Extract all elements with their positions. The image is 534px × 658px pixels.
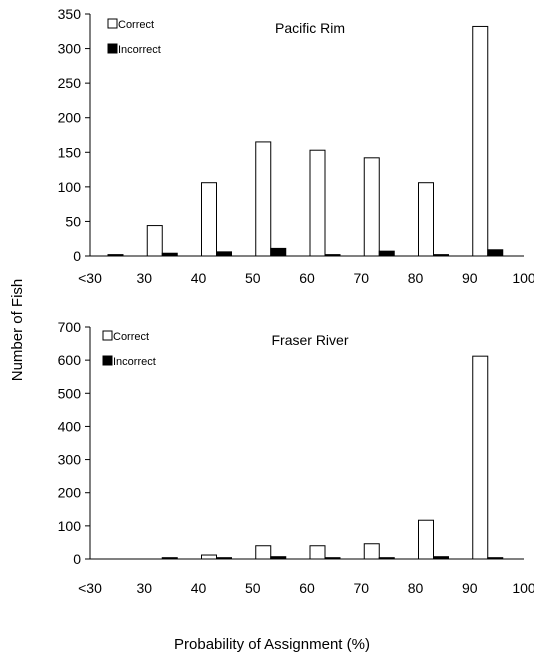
- bar-correct-70: [363, 157, 380, 257]
- y-tick-label: 0: [73, 551, 81, 567]
- bar-correct-70: [363, 543, 380, 560]
- y-tick-label: 100: [58, 518, 82, 534]
- bar-correct-60: [309, 545, 326, 560]
- x-tick-label: 80: [408, 580, 424, 596]
- x-tick-label: 70: [353, 270, 369, 286]
- legend-swatch-incorrect: [107, 43, 118, 54]
- bar-incorrect-90: [487, 249, 504, 257]
- bar-incorrect-30: [161, 557, 178, 560]
- y-tick-label: 0: [73, 248, 81, 264]
- x-tick-label: 60: [299, 270, 315, 286]
- y-tick-label: 200: [58, 110, 82, 126]
- y-tick-label: 600: [58, 352, 82, 368]
- bar-incorrect-40: [216, 251, 232, 257]
- x-tick-label: 100: [512, 580, 534, 596]
- bar-correct-60: [309, 149, 326, 257]
- chart-title: Pacific Rim: [275, 20, 345, 36]
- legend-label-incorrect: Incorrect: [113, 356, 156, 368]
- x-tick-label: <30: [78, 270, 102, 286]
- x-tick-label: 70: [353, 580, 369, 596]
- bar-correct-40: [201, 554, 217, 560]
- y-tick-label: 150: [58, 144, 82, 160]
- bar-incorrect-70: [378, 250, 395, 257]
- x-tick-label: 90: [462, 270, 478, 286]
- bar-incorrect-50: [270, 247, 287, 257]
- x-tick-label: 30: [136, 580, 152, 596]
- legend-swatch-incorrect: [102, 355, 113, 366]
- bar-incorrect-80: [433, 556, 449, 560]
- chart-pacific-rim: 0 50 100 150 200 250 300 350 <30 30 40 50 60 70 80 90 10…: [58, 6, 534, 286]
- y-tick-label: 250: [58, 75, 82, 91]
- x-tick-label: 60: [299, 580, 315, 596]
- y-tick-label: 500: [58, 385, 82, 401]
- y-tick-label: 300: [58, 452, 82, 468]
- y-tick-label: 100: [58, 179, 82, 195]
- x-tick-label: 100: [512, 270, 534, 286]
- bar-correct-80: [418, 519, 434, 560]
- legend-label-correct: Correct: [113, 331, 149, 343]
- bar-incorrect-50: [270, 556, 287, 560]
- bar-correct-40: [201, 182, 217, 257]
- bar-incorrect-60: [324, 557, 341, 560]
- bar-incorrect-80: [433, 254, 449, 257]
- bar-correct-90: [472, 25, 489, 257]
- x-tick-label: 40: [191, 270, 207, 286]
- bar-incorrect-90: [487, 557, 504, 560]
- chart-title: Fraser River: [271, 332, 348, 348]
- bar-incorrect-60: [324, 254, 341, 257]
- x-tick-label: 30: [136, 270, 152, 286]
- bar-correct-30: [146, 225, 163, 257]
- y-tick-label: 200: [58, 485, 82, 501]
- x-tick-label: <30: [78, 580, 102, 596]
- bar-incorrect-70: [378, 557, 395, 560]
- chart-fraser-river: 0 100 200 300 400 500 600 700 <30 30 40 50 60 70 80 90 1…: [58, 319, 534, 596]
- bar-correct-50: [255, 545, 272, 560]
- y-tick-label: 350: [58, 6, 82, 22]
- x-tick-label: 50: [245, 580, 261, 596]
- y-tick-label: 700: [58, 319, 82, 335]
- y-tick-label: 400: [58, 418, 82, 434]
- x-tick-label: 80: [408, 270, 424, 286]
- bar-incorrect-40: [216, 557, 232, 560]
- bar-correct-80: [418, 182, 434, 257]
- bar-correct-90: [472, 355, 489, 560]
- legend-label-incorrect: Incorrect: [118, 44, 161, 56]
- x-tick-label: 90: [462, 580, 478, 596]
- x-axis-title: Probability of Assignment (%): [174, 636, 370, 653]
- legend-swatch-correct: [107, 18, 118, 29]
- bar-correct-50: [255, 141, 272, 257]
- legend-label-correct: Correct: [118, 19, 154, 31]
- x-tick-label: 40: [191, 580, 207, 596]
- x-tick-label: 50: [245, 270, 261, 286]
- bar-incorrect-30: [107, 254, 124, 257]
- y-tick-label: 300: [58, 41, 82, 57]
- bar-incorrect-30: [161, 252, 178, 257]
- y-axis-title: Number of Fish: [9, 279, 26, 382]
- y-tick-label: 50: [65, 213, 81, 229]
- legend-swatch-correct: [102, 330, 113, 341]
